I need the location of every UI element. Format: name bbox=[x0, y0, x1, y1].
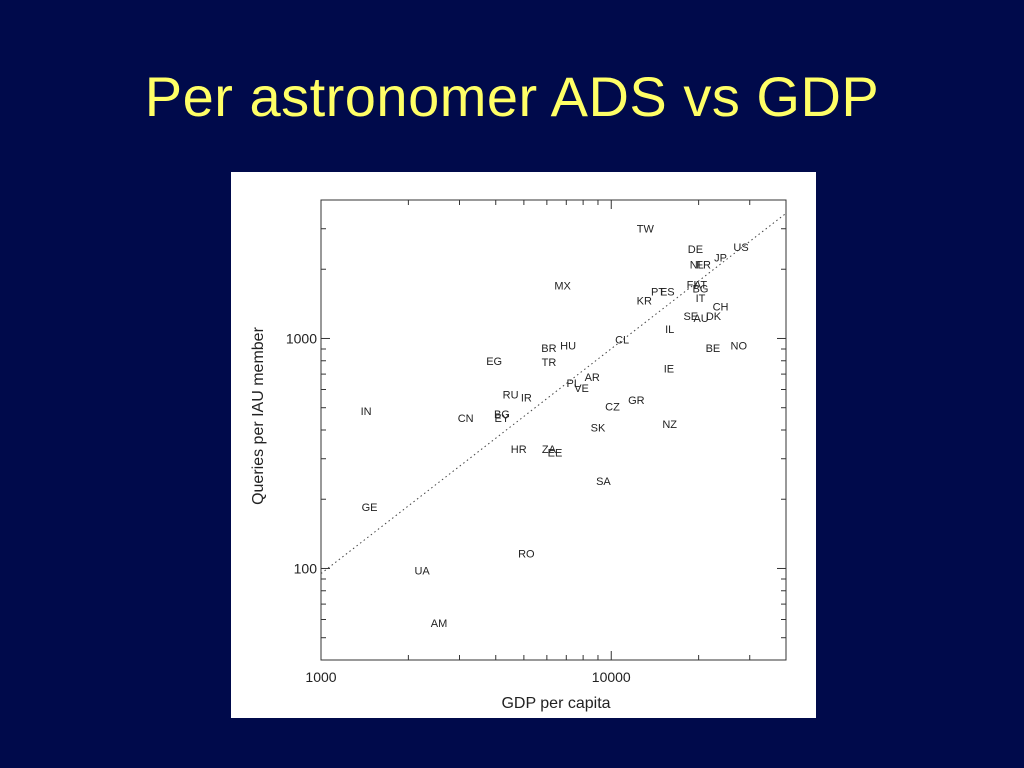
point-label-sk: SK bbox=[591, 423, 606, 435]
y-tick-label: 1000 bbox=[286, 330, 317, 346]
point-label-tr: TR bbox=[542, 357, 557, 369]
point-label-de: DE bbox=[688, 244, 703, 256]
plot-frame bbox=[320, 199, 787, 661]
point-label-hu: HU bbox=[560, 341, 576, 353]
point-label-be: BE bbox=[706, 343, 721, 355]
point-label-kr: KR bbox=[637, 296, 652, 308]
x-tick-label: 1000 bbox=[305, 669, 336, 685]
point-label-ro: RO bbox=[518, 549, 535, 561]
point-label-jp: JP bbox=[714, 252, 727, 264]
point-label-sa: SA bbox=[596, 476, 611, 488]
point-label-am: AM bbox=[431, 618, 448, 630]
point-label-cl: CL bbox=[615, 334, 629, 346]
point-label-il: IL bbox=[665, 324, 674, 336]
point-label-us: US bbox=[733, 242, 748, 254]
point-label-it: IT bbox=[696, 293, 706, 305]
point-label-au: AU bbox=[693, 313, 708, 325]
point-label-ge: GE bbox=[362, 502, 378, 514]
chart-panel: 1000 10000 100 1000 TW US DE JP NL FR MX FI AT BG PT E… bbox=[231, 172, 816, 718]
point-label-eg: EG bbox=[486, 356, 502, 368]
point-label-no: NO bbox=[731, 341, 748, 353]
point-label-ir: IR bbox=[521, 392, 532, 404]
point-label-pl: PL bbox=[567, 378, 580, 390]
x-tick-label: 10000 bbox=[592, 669, 631, 685]
point-label-es: ES bbox=[660, 287, 675, 299]
point-label-fi: FI bbox=[687, 279, 697, 291]
point-label-ey: EY bbox=[495, 413, 510, 425]
x-axis-title: GDP per capita bbox=[501, 695, 610, 712]
trendline bbox=[320, 212, 787, 574]
point-label-ie: IE bbox=[664, 364, 674, 376]
point-label-pt: PT bbox=[651, 287, 665, 299]
axes: 1000 10000 100 1000 bbox=[286, 199, 787, 685]
point-label-cn: CN bbox=[458, 413, 474, 425]
point-label-mx: MX bbox=[554, 280, 571, 292]
point-label-ve: VE bbox=[574, 383, 589, 395]
point-label-nz: NZ bbox=[662, 419, 677, 431]
point-label-ua: UA bbox=[414, 565, 430, 577]
point-label-se: SE bbox=[683, 311, 698, 323]
point-label-ch: CH bbox=[713, 301, 729, 313]
point-label-ar: AR bbox=[585, 372, 600, 384]
point-label-ru: RU bbox=[503, 390, 519, 402]
point-label-br: BR bbox=[541, 343, 556, 355]
point-label-fr: FR bbox=[696, 259, 711, 271]
point-label-in: IN bbox=[361, 406, 372, 418]
point-label-nl: NL bbox=[690, 259, 704, 271]
y-axis-title: Queries per IAU member bbox=[250, 326, 267, 505]
point-label-bg: BG bbox=[494, 409, 510, 421]
point-label-tw: TW bbox=[637, 224, 655, 236]
slide-title: Per astronomer ADS vs GDP bbox=[144, 65, 880, 128]
y-tick-label: 100 bbox=[294, 560, 318, 576]
trendline-group bbox=[320, 212, 787, 574]
point-label-ee: EE bbox=[548, 447, 563, 459]
point-label-bg: BG bbox=[693, 283, 709, 295]
point-label-dk: DK bbox=[706, 311, 722, 323]
point-label-hr: HR bbox=[511, 444, 527, 456]
point-label-at: AT bbox=[694, 279, 708, 291]
point-label-za: ZA bbox=[542, 444, 557, 456]
point-label-cz: CZ bbox=[605, 402, 620, 414]
point-label-gr: GR bbox=[628, 395, 645, 407]
